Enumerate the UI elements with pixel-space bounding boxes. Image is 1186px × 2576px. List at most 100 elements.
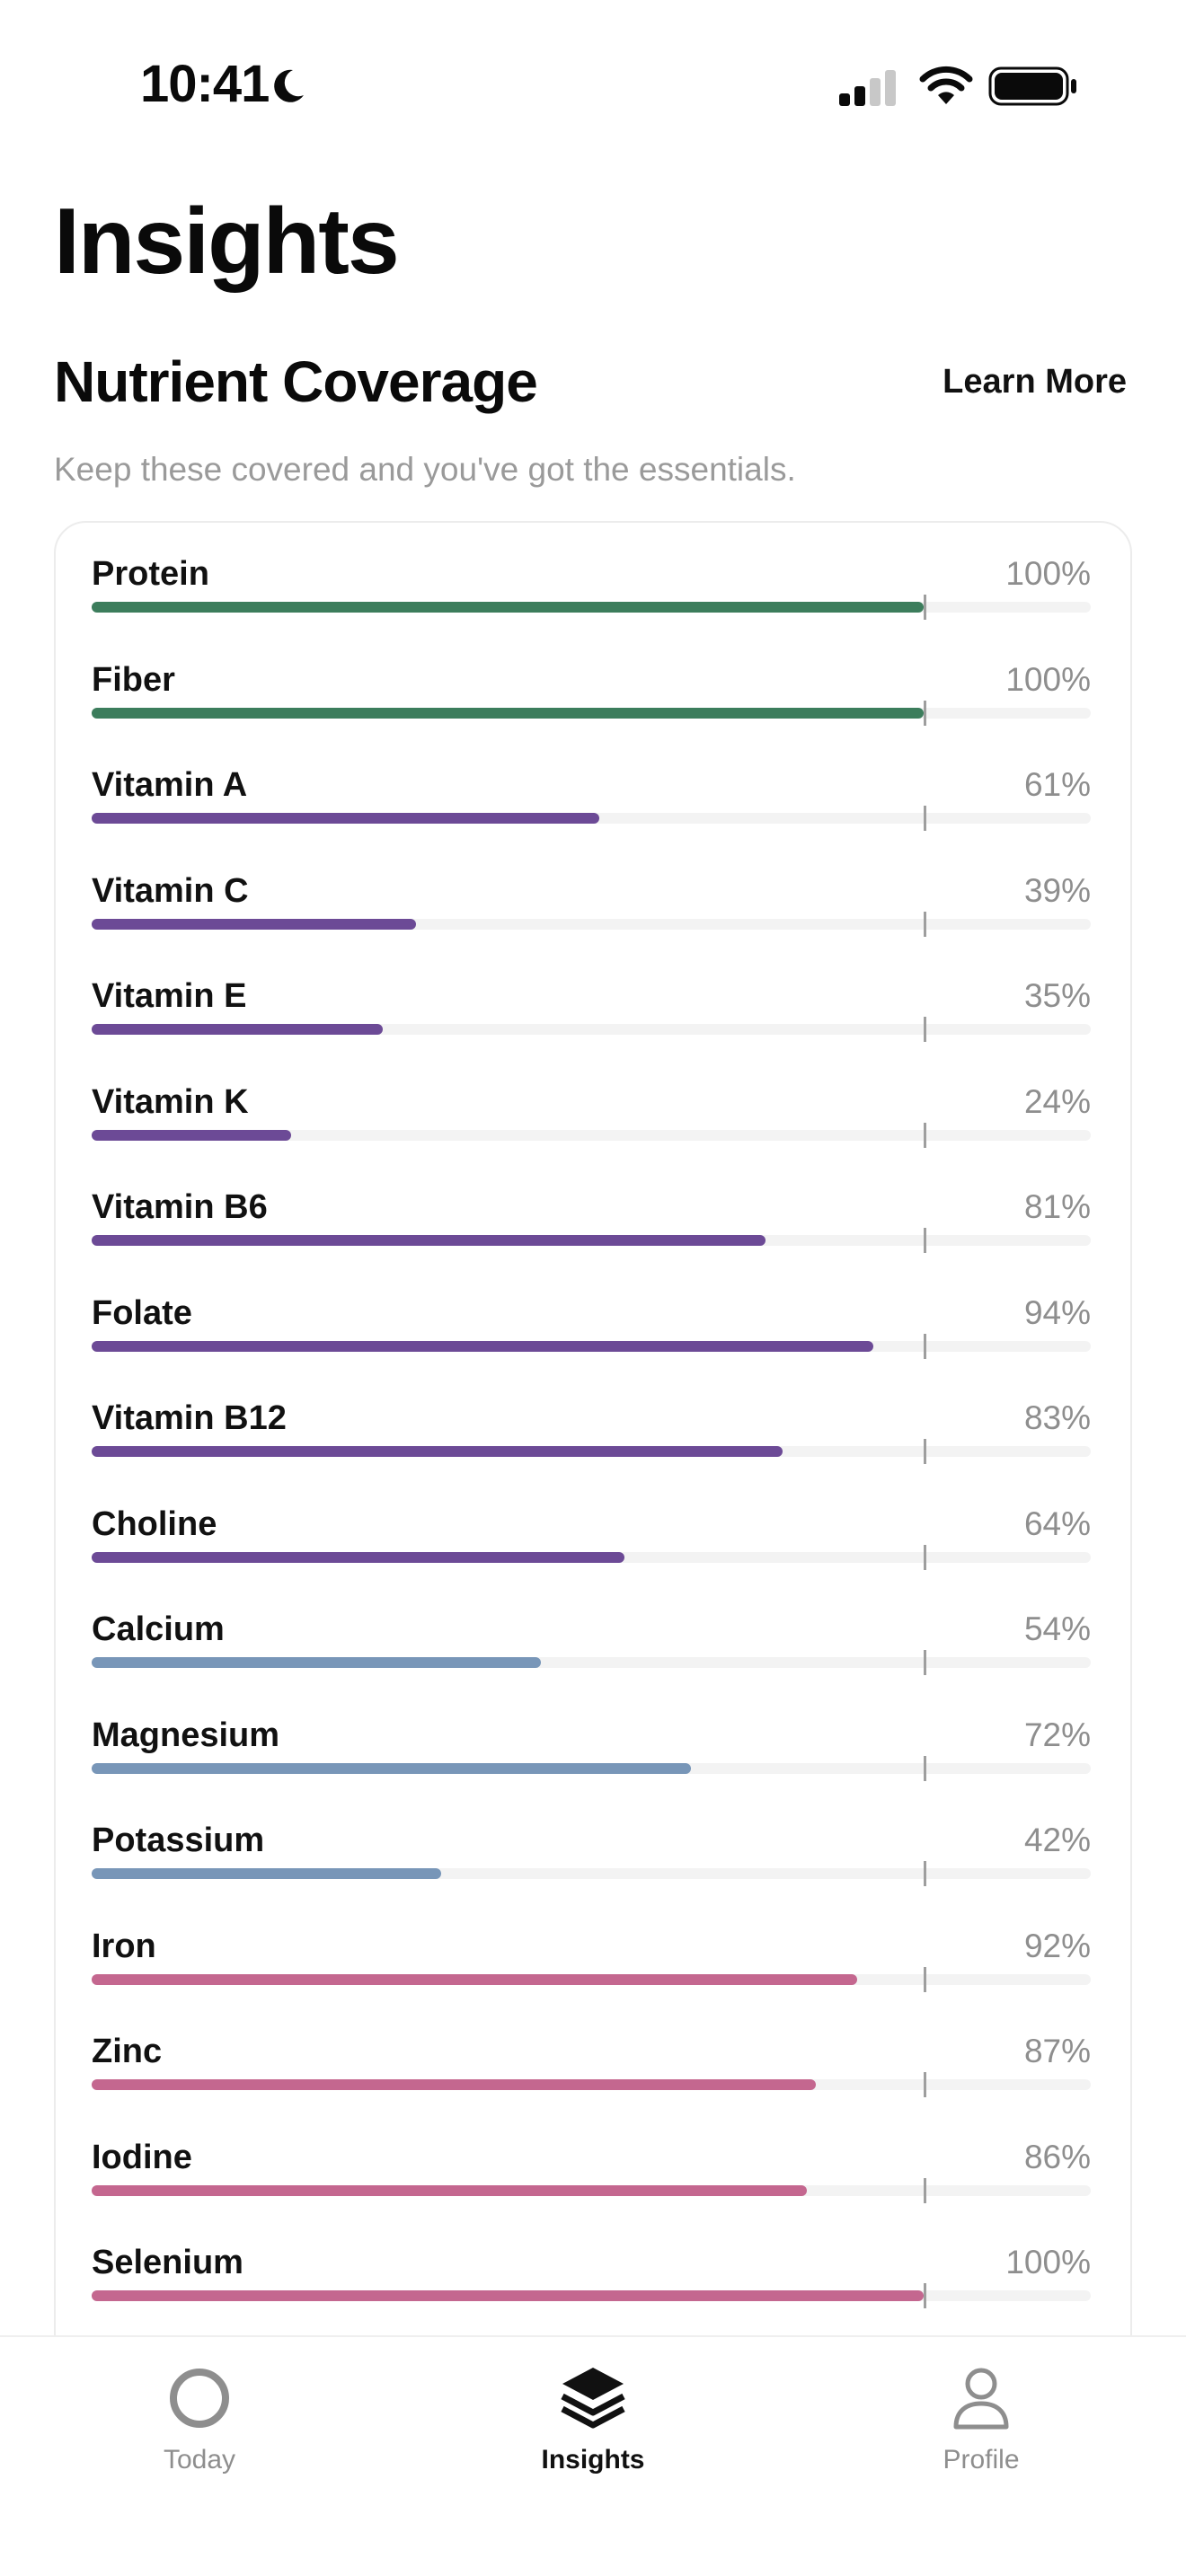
target-marker [924,595,926,620]
tab-insights-label: Insights [541,2445,645,2475]
nutrient-percent: 83% [1023,1399,1091,1436]
nutrient-percent: 35% [1023,977,1091,1014]
nutrient-name: Choline [92,1504,217,1543]
nutrient-name: Vitamin B6 [92,1188,268,1226]
nutrient-percent: 92% [1023,1927,1091,1964]
status-bar: 10:41 [0,0,1186,171]
nutrient-row[interactable]: Vitamin B6 81% [92,1188,1091,1294]
nutrient-percent: 86% [1023,2138,1091,2175]
nutrient-percent: 100% [1005,660,1091,698]
target-marker [924,1333,926,1359]
nutrient-name: Selenium [92,2244,243,2281]
nutrient-row[interactable]: Vitamin C 39% [92,872,1091,978]
nutrient-percent: 24% [1023,1082,1091,1120]
progress-track [92,2283,1091,2308]
nutrient-row[interactable]: Vitamin B12 83% [92,1399,1091,1505]
progress-fill [92,1868,441,1879]
nutrient-row[interactable]: Vitamin K 24% [92,1083,1091,1189]
section-title: Nutrient Coverage [54,349,538,414]
nutrient-row[interactable]: Folate 94% [92,1294,1091,1400]
nutrient-row[interactable]: Iron 92% [92,1928,1091,2033]
tab-today-label: Today [163,2445,236,2475]
progress-track [92,1017,1091,1042]
progress-track [92,1861,1091,1886]
nutrient-name: Magnesium [92,1716,280,1754]
learn-more-link[interactable]: Learn More [943,363,1127,401]
target-marker [924,1017,926,1042]
nutrient-name: Potassium [92,1822,265,1859]
nutrient-name: Protein [92,555,209,593]
nutrient-name: Fiber [92,660,175,699]
nutrient-percent: 81% [1023,1188,1091,1225]
nutrient-percent: 94% [1023,1293,1091,1331]
nutrient-row[interactable]: Iodine 86% [92,2139,1091,2245]
target-marker [924,1755,926,1781]
circle-icon [170,2369,229,2428]
nutrient-name: Vitamin K [92,1082,249,1121]
nutrient-percent: 100% [1005,2244,1091,2280]
nutrient-coverage-card: Protein 100% Fiber 100% Vitamin A 61% Vitamin … [54,521,1132,2576]
progress-fill [92,2184,807,2196]
layers-icon [561,2368,625,2429]
nutrient-name: Vitamin A [92,766,248,804]
tab-insights[interactable]: Insights [458,2364,728,2475]
progress-track [92,806,1091,831]
progress-track [92,1650,1091,1675]
target-marker [924,1228,926,1253]
nutrient-name: Folate [92,1293,192,1332]
nutrient-name: Zinc [92,2033,163,2070]
nutrient-row[interactable]: Magnesium 72% [92,1716,1091,1822]
progress-fill [92,602,924,613]
nutrient-row[interactable]: Fiber 100% [92,661,1091,767]
tab-today[interactable]: Today [65,2364,334,2475]
nutrient-row[interactable]: Calcium 54% [92,1610,1091,1716]
nutrient-name: Iodine [92,2138,192,2176]
target-marker [924,2072,926,2097]
progress-fill [92,1129,291,1141]
nutrient-name: Vitamin C [92,871,249,910]
nutrient-row[interactable]: Selenium 100% [92,2244,1091,2350]
section-subtitle: Keep these covered and you've got the es… [54,451,796,488]
progress-fill [92,813,599,824]
tab-bar: Today Insights Profile [0,2335,1186,2576]
nutrient-percent: 72% [1023,1716,1091,1753]
nutrient-row[interactable]: Potassium 42% [92,1822,1091,1928]
nutrient-row[interactable]: Protein 100% [92,555,1091,661]
progress-track [92,1544,1091,1570]
target-marker [924,1861,926,1886]
target-marker [924,1544,926,1570]
target-marker [924,2283,926,2308]
progress-fill [92,918,416,930]
nutrient-percent: 54% [1023,1610,1091,1647]
progress-track [92,1755,1091,1781]
target-marker [924,1650,926,1675]
nutrient-name: Iron [92,1927,156,1965]
progress-fill [92,1235,766,1246]
nutrient-percent: 42% [1023,1822,1091,1858]
progress-fill [92,1973,857,1985]
person-icon [953,2368,1009,2430]
progress-track [92,1122,1091,1148]
nutrient-percent: 87% [1023,2033,1091,2069]
nutrient-row[interactable]: Zinc 87% [92,2033,1091,2139]
progress-track [92,2177,1091,2203]
progress-fill [92,1657,541,1668]
tab-profile-label: Profile [943,2445,1020,2475]
progress-fill [92,2079,816,2090]
wifi-icon [919,66,973,104]
nutrient-row[interactable]: Vitamin E 35% [92,977,1091,1083]
progress-track [92,1439,1091,1464]
progress-track [92,2072,1091,2097]
progress-track [92,911,1091,937]
target-marker [924,911,926,937]
nutrient-row[interactable]: Vitamin A 61% [92,766,1091,872]
moon-icon [274,69,304,102]
tab-profile[interactable]: Profile [846,2364,1116,2475]
status-time: 10:41 [140,55,270,113]
battery-icon [988,66,1076,106]
target-marker [924,700,926,726]
progress-fill [92,2290,924,2301]
progress-track [92,595,1091,620]
nutrient-row[interactable]: Choline 64% [92,1505,1091,1611]
